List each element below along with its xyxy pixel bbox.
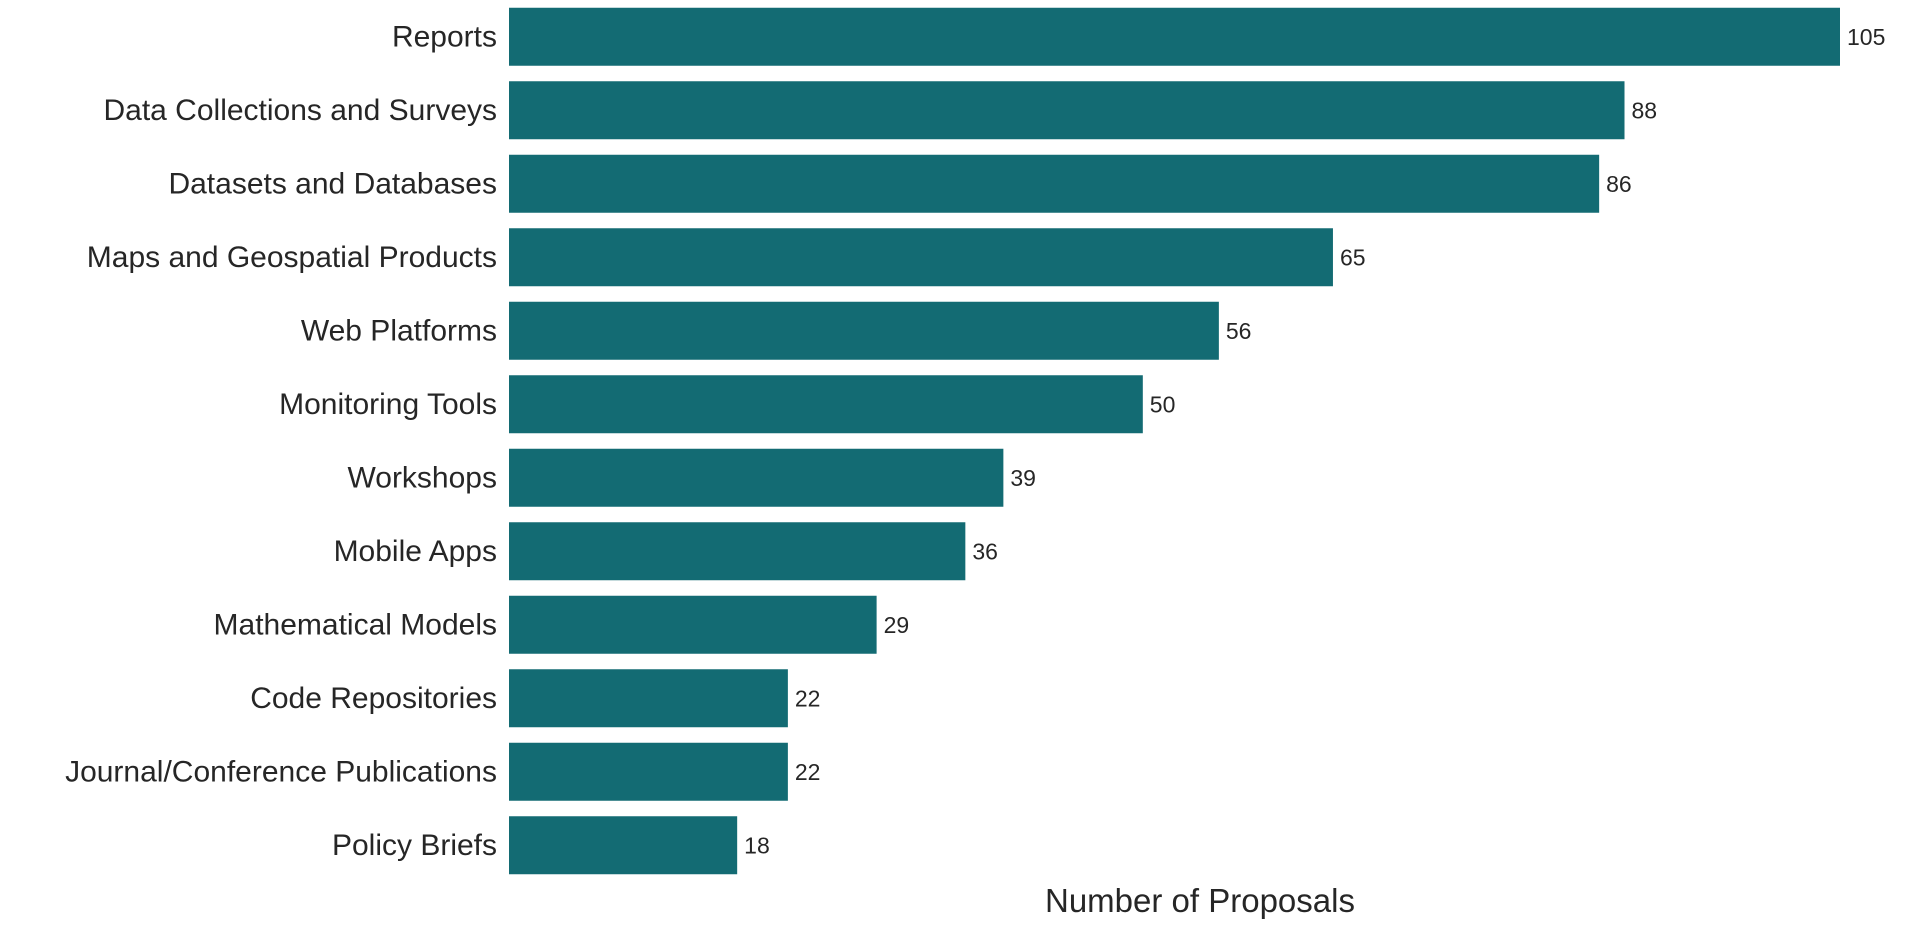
category-label-workshops: Workshops (347, 461, 497, 494)
category-label-mathematical-models: Mathematical Models (214, 608, 497, 641)
category-label-maps-and-geospatial-products: Maps and Geospatial Products (87, 241, 497, 274)
bar-mathematical-models (509, 595, 877, 654)
value-label-data-collections-and-surveys: 88 (1632, 97, 1658, 123)
category-labels-group: Reports Data Collections and Surveys Datas… (65, 20, 497, 862)
bar-journal-conference-publications (509, 742, 788, 801)
value-label-code-repositories: 22 (795, 685, 821, 711)
value-label-datasets-and-databases: 86 (1606, 171, 1632, 197)
x-axis-title: Number of Proposals (1045, 882, 1355, 919)
category-label-monitoring-tools: Monitoring Tools (279, 388, 497, 421)
value-label-web-platforms: 56 (1226, 318, 1252, 344)
bar-code-repositories (509, 669, 788, 728)
value-label-monitoring-tools: 50 (1150, 391, 1176, 417)
value-labels-group: 105 88 86 65 56 50 39 36 29 22 22 18 (744, 24, 1885, 859)
category-label-journal-conference-publications: Journal/Conference Publications (65, 755, 497, 788)
category-label-datasets-and-databases: Datasets and Databases (168, 167, 497, 200)
category-label-code-repositories: Code Repositories (250, 682, 497, 715)
bar-web-platforms (509, 301, 1219, 360)
bar-data-collections-and-surveys (509, 81, 1625, 140)
category-label-web-platforms: Web Platforms (301, 314, 497, 347)
category-label-policy-briefs: Policy Briefs (332, 829, 497, 862)
value-label-mathematical-models: 29 (884, 612, 910, 638)
bar-policy-briefs (509, 816, 738, 875)
bar-reports (509, 7, 1840, 66)
value-label-journal-conference-publications: 22 (795, 759, 821, 785)
value-label-workshops: 39 (1010, 465, 1036, 491)
bar-mobile-apps (509, 522, 966, 581)
bars-group (509, 7, 1840, 875)
bar-workshops (509, 448, 1004, 507)
category-label-data-collections-and-surveys: Data Collections and Surveys (103, 94, 497, 127)
bar-datasets-and-databases (509, 154, 1600, 213)
category-label-reports: Reports (392, 20, 497, 53)
value-label-mobile-apps: 36 (972, 538, 998, 564)
bar-monitoring-tools (509, 375, 1143, 434)
value-label-reports: 105 (1847, 24, 1885, 50)
category-label-mobile-apps: Mobile Apps (334, 535, 497, 568)
value-label-policy-briefs: 18 (744, 832, 770, 858)
value-label-maps-and-geospatial-products: 65 (1340, 244, 1366, 270)
bar-maps-and-geospatial-products (509, 228, 1333, 287)
